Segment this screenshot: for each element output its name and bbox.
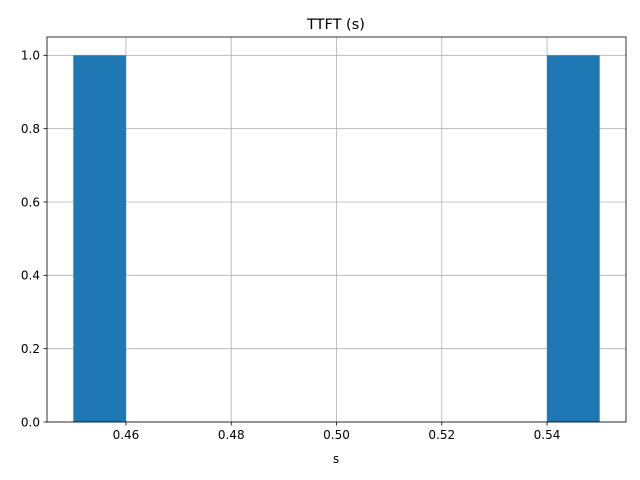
y-tick-label: 0.6: [21, 195, 40, 209]
grid-layer: [47, 37, 626, 423]
y-tick-label: 0.2: [21, 342, 40, 356]
histogram-bar: [73, 55, 126, 422]
y-tick-label: 0.4: [21, 269, 40, 283]
x-tick-label: 0.46: [113, 428, 140, 442]
x-axis-label: s: [333, 452, 339, 466]
bars-layer: [73, 55, 600, 422]
x-tick-label: 0.54: [534, 428, 561, 442]
y-tick-label: 0.8: [21, 122, 40, 136]
ticks-layer: 0.46 0.48 0.50 0.52 0.54 0.0 0.2 0.4 0.6 0.8 1.0: [21, 49, 560, 442]
x-tick-label: 0.52: [428, 428, 455, 442]
histogram-bar: [547, 55, 600, 422]
chart-title: TTFT (s): [306, 17, 365, 33]
y-tick-label: 1.0: [21, 49, 40, 63]
x-tick-label: 0.48: [218, 428, 245, 442]
y-tick-label: 0.0: [21, 415, 40, 429]
x-tick-label: 0.50: [323, 428, 350, 442]
